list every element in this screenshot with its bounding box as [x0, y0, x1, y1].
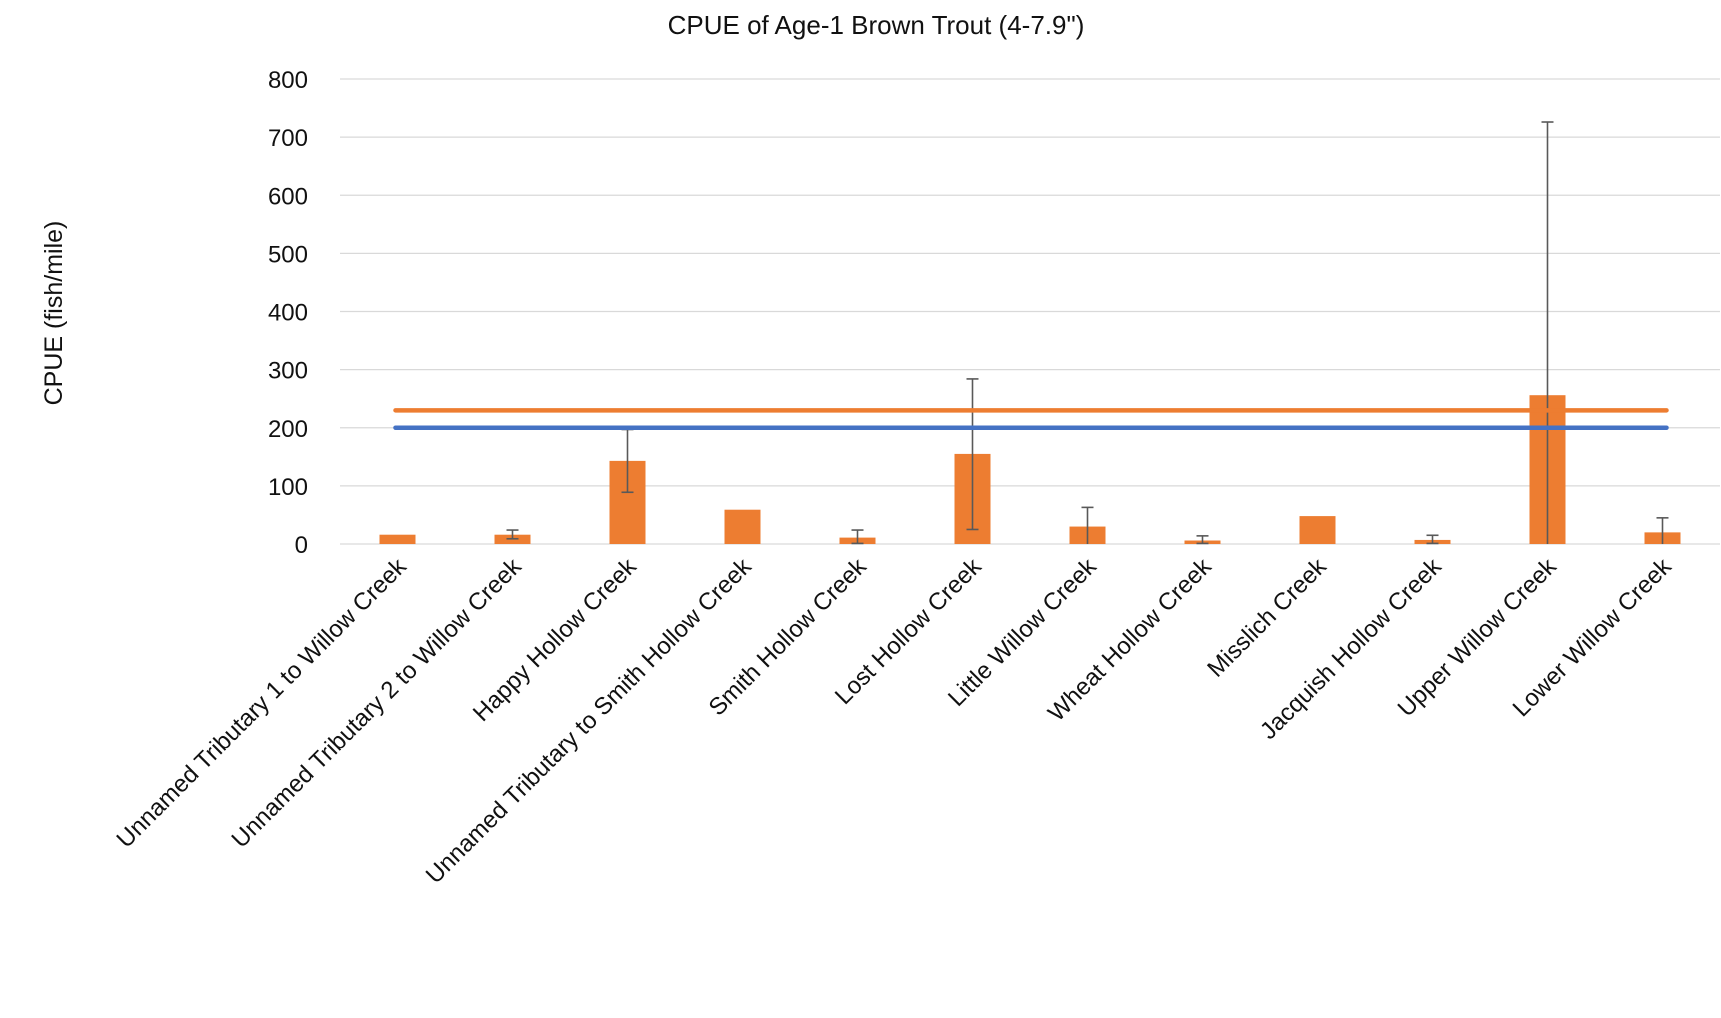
- bar: [724, 509, 761, 544]
- y-tick-label: 100: [268, 474, 308, 501]
- error-bar: [1081, 506, 1094, 544]
- y-tick-label: 800: [268, 67, 308, 94]
- y-tick-label: 300: [268, 358, 308, 385]
- reference-lines: [393, 408, 1669, 430]
- y-tick-label: 700: [268, 125, 308, 152]
- error-bar: [851, 529, 864, 545]
- y-tick-label: 200: [268, 416, 308, 443]
- y-tick-label: 500: [268, 241, 308, 268]
- error-bars: [506, 121, 1669, 545]
- bar: [379, 534, 416, 544]
- error-bar: [1656, 517, 1669, 544]
- y-axis-ticks: 0 100 200 300 400 500 600 700 800: [268, 67, 308, 559]
- error-bar: [1196, 535, 1209, 545]
- error-bar: [1426, 534, 1439, 545]
- y-tick-label: 400: [268, 300, 308, 327]
- gridlines: [340, 78, 1720, 545]
- chart-title: CPUE of Age-1 Brown Trout (4-7.9"): [668, 10, 1085, 40]
- error-bar: [506, 529, 519, 540]
- error-bar: [1541, 121, 1554, 544]
- y-tick-label: 600: [268, 183, 308, 210]
- y-tick-label: 0: [295, 532, 308, 559]
- x-category-label: Misslich Creek: [1202, 552, 1332, 682]
- bars: [379, 395, 1681, 544]
- x-axis-categories: Unnamed Tributary 1 to Willow CreekUnnam…: [112, 552, 1678, 889]
- error-bar: [966, 378, 979, 531]
- bar: [1299, 516, 1336, 544]
- y-axis-title: CPUE (fish/mile): [40, 221, 68, 406]
